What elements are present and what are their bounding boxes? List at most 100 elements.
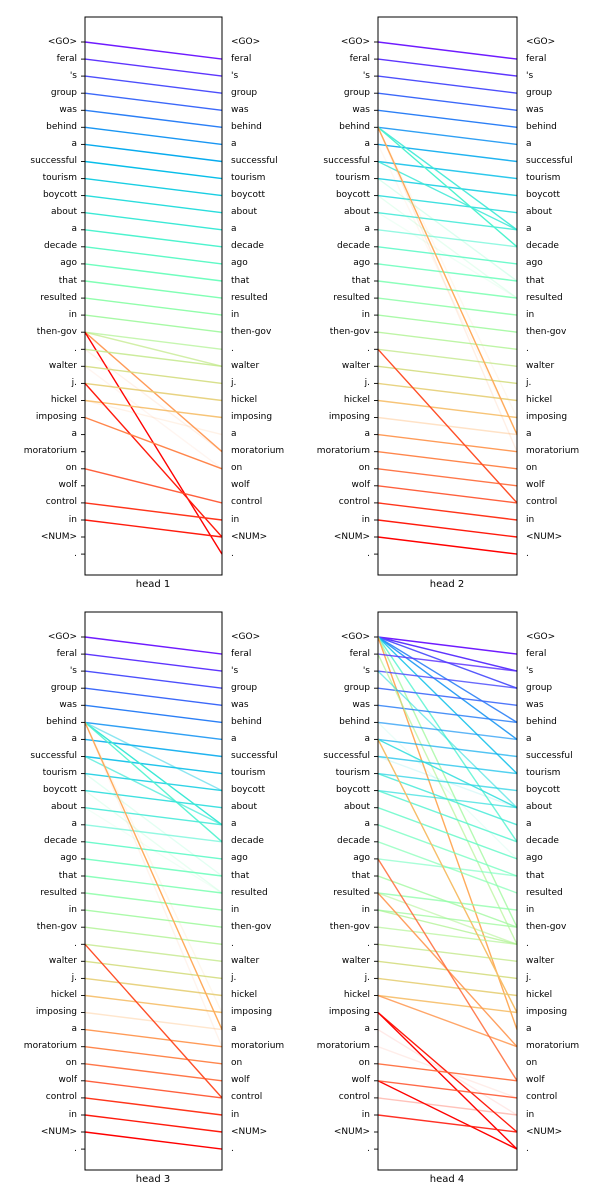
attention-edge (84, 824, 223, 843)
attention-edge (377, 636, 518, 655)
attention-edge (377, 178, 518, 282)
token-label-left: <NUM> (333, 1126, 370, 1137)
token-label-right: . (231, 548, 234, 559)
token-label-right: a (231, 733, 237, 744)
token-label-right: that (231, 275, 250, 286)
attention-edge (84, 365, 223, 470)
attention-edge (377, 789, 518, 843)
attention-edge (84, 858, 223, 877)
token-label-left: that (58, 870, 77, 881)
panel-box (84, 611, 223, 1171)
token-label-right: . (526, 548, 529, 559)
token-label-left: tourism (42, 768, 77, 779)
token-label-left: imposing (328, 412, 370, 422)
attention-edge (377, 212, 518, 299)
token-label-left: <GO> (47, 631, 77, 642)
token-label-right: group (231, 682, 258, 693)
token-label-right: walter (231, 360, 260, 371)
token-label-left: resulted (40, 887, 77, 898)
token-label-left: control (45, 497, 77, 508)
attention-edge (377, 348, 518, 504)
attention-edge (84, 789, 223, 809)
token-label-left: was (59, 699, 77, 710)
token-label-right: <NUM> (231, 531, 268, 542)
attention-edge (377, 670, 518, 809)
attention-edge (84, 926, 223, 945)
attention-edge (84, 75, 223, 94)
attention-edge (377, 331, 518, 350)
token-label-right: resulted (526, 292, 563, 303)
token-label-left: . (74, 343, 77, 354)
token-label-left: . (74, 1143, 77, 1154)
token-label-right: was (526, 699, 544, 710)
token-label-right: a (526, 138, 532, 149)
token-label-left: moratorium (23, 1041, 77, 1052)
token-label-left: control (338, 497, 370, 508)
token-label-right: on (231, 1058, 243, 1069)
attention-edge (84, 126, 223, 146)
token-label-right: <GO> (526, 36, 556, 47)
token-label-left: boycott (335, 785, 370, 796)
token-label-right: decade (231, 836, 264, 847)
panel-title-head2: head 2 (429, 579, 465, 590)
token-label-right: was (231, 104, 249, 115)
token-label-right: decade (526, 836, 559, 847)
token-label-right: imposing (231, 412, 273, 422)
token-label-right: was (526, 104, 544, 115)
token-label-right: control (526, 497, 558, 508)
token-label-left: walter (341, 360, 370, 371)
token-label-right: a (231, 224, 237, 235)
token-label-left: <NUM> (40, 531, 77, 542)
token-label-left: a (364, 224, 370, 235)
token-label-right: then-gov (526, 921, 567, 932)
attention-edge (84, 502, 223, 521)
token-label-left: tourism (42, 173, 77, 184)
attention-edge (84, 687, 223, 706)
attention-edge (377, 738, 518, 758)
token-label-left: . (367, 343, 370, 354)
attention-edge (377, 755, 518, 775)
attention-edge (84, 722, 223, 1047)
attention-edge (84, 519, 223, 538)
attention-edge (84, 348, 223, 453)
token-label-left: about (51, 802, 77, 813)
attention-edge (377, 144, 518, 435)
attention-edge (377, 772, 518, 826)
attention-edge (377, 670, 518, 689)
token-label-left: walter (341, 955, 370, 966)
token-label-right: feral (526, 53, 547, 64)
token-label-left: in (361, 309, 370, 320)
token-label-left: feral (349, 648, 370, 659)
attention-edge (84, 841, 223, 860)
token-label-left: moratorium (316, 446, 370, 457)
token-label-left: walter (48, 360, 77, 371)
token-label-right: decade (526, 241, 559, 252)
token-label-right: on (231, 463, 243, 474)
token-label-right: behind (526, 121, 557, 132)
panel-2 (374, 16, 518, 576)
attention-edge (377, 1029, 518, 1116)
token-label-left: feral (349, 53, 370, 64)
attention-edge (84, 143, 223, 163)
token-label-left: group (50, 87, 77, 98)
token-label-right: a (526, 429, 532, 440)
attention-edge (84, 807, 223, 894)
token-label-right: a (526, 733, 532, 744)
attention-edge (84, 314, 223, 333)
token-label-left: in (361, 904, 370, 915)
token-label-left: group (50, 682, 77, 693)
token-label-right: . (526, 1143, 529, 1154)
attention-edge (84, 331, 223, 350)
token-label-left: hickel (50, 990, 77, 1000)
panel-title-head3: head 3 (135, 1174, 171, 1185)
attention-edge (377, 485, 518, 504)
token-label-left: decade (44, 836, 77, 847)
attention-edge (377, 636, 518, 740)
token-label-right: moratorium (231, 446, 285, 457)
token-label-left: successful (323, 751, 370, 761)
attention-edge (377, 1114, 518, 1133)
attention-edge (377, 160, 518, 231)
attention-edge (377, 297, 518, 316)
attention-edge (84, 1046, 223, 1065)
token-label-left: on (65, 1058, 77, 1069)
